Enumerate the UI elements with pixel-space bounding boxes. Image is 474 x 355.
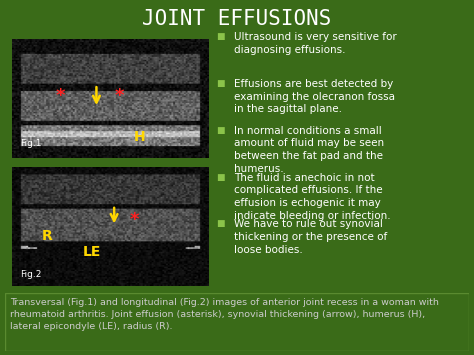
Text: Fig.1: Fig.1	[20, 140, 41, 148]
Text: *: *	[55, 87, 64, 105]
Text: We have to rule out synovial
thickening or the presence of
loose bodies.: We have to rule out synovial thickening …	[234, 219, 387, 255]
Text: Fig.2: Fig.2	[20, 270, 41, 279]
Text: In normal conditions a small
amount of fluid may be seen
between the fat pad and: In normal conditions a small amount of f…	[234, 126, 384, 174]
Text: Transversal (Fig.1) and longitudinal (Fig.2) images of anterior joint recess in : Transversal (Fig.1) and longitudinal (Fi…	[10, 297, 439, 331]
Text: ■: ■	[216, 32, 224, 41]
Text: Ultrasound is very sensitive for
diagnosing effusions.: Ultrasound is very sensitive for diagnos…	[234, 32, 396, 55]
Text: R: R	[41, 229, 52, 243]
Text: LE: LE	[82, 245, 101, 260]
Text: *: *	[114, 87, 124, 105]
Text: Effusions are best detected by
examining the olecranon fossa
in the sagittal pla: Effusions are best detected by examining…	[234, 79, 395, 114]
Text: ■: ■	[216, 173, 224, 181]
Text: The fluid is anechoic in not
complicated effusions. If the
effusion is echogenic: The fluid is anechoic in not complicated…	[234, 173, 390, 221]
Text: JOINT EFFUSIONS: JOINT EFFUSIONS	[142, 9, 332, 29]
Text: ■: ■	[216, 126, 224, 135]
Text: ■: ■	[216, 219, 224, 228]
Text: *: *	[130, 211, 139, 229]
Text: ■: ■	[216, 79, 224, 88]
Text: H: H	[134, 130, 146, 144]
